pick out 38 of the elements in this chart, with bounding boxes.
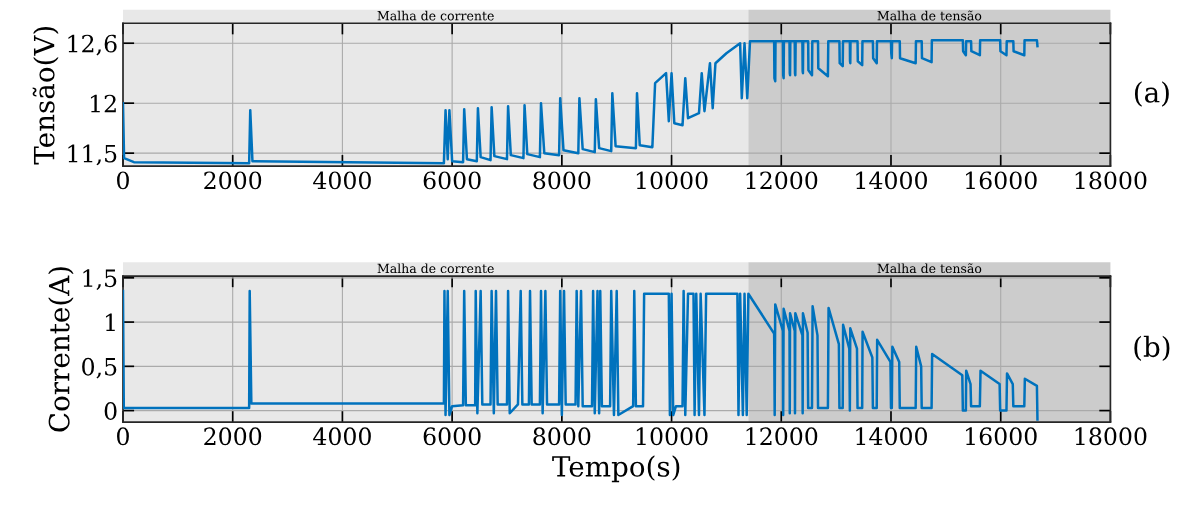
band-label: Malha de corrente — [377, 10, 494, 21]
y-tick-label: 1,5 — [83, 269, 117, 291]
x-tick-label: 14000 — [856, 427, 927, 446]
x-tick-label: 18000 — [1075, 171, 1147, 190]
x-tick-label: 6000 — [423, 427, 481, 446]
y-tick-label: 12 — [90, 94, 116, 113]
y-axis-title: Corrente(A) — [48, 267, 74, 432]
x-tick-label: 6000 — [423, 171, 481, 190]
x-tick-label: 0 — [117, 171, 129, 190]
band-label: Malha de tensão — [877, 263, 982, 274]
x-axis-title: Tempo(s) — [552, 455, 680, 483]
x-tick-label: 10000 — [636, 171, 708, 190]
text: (a) — [1134, 81, 1169, 107]
y-tick-label: 0,5 — [82, 357, 117, 379]
y-axis-title: Tensão(V) — [32, 26, 59, 165]
x-tick-label: 18000 — [1075, 427, 1147, 446]
y-tick-label: 12,6 — [68, 34, 117, 56]
x-tick-label: 2000 — [204, 171, 262, 190]
y-tick-label: 11,5 — [68, 144, 117, 166]
x-tick-label: 10000 — [636, 427, 708, 446]
line-series — [122, 38, 1039, 165]
x-tick-label: 16000 — [966, 171, 1037, 190]
x-tick-label: 14000 — [856, 171, 927, 190]
y-tick-label: 0 — [104, 402, 117, 420]
x-tick-label: 12000 — [746, 427, 818, 446]
band-label: Malha de corrente — [377, 263, 494, 274]
x-tick-label: 4000 — [313, 171, 371, 190]
x-tick-label: 2000 — [204, 427, 262, 446]
x-tick-label: 16000 — [966, 427, 1037, 446]
band-label: Malha de tensão — [877, 10, 982, 21]
x-tick-label: 8000 — [533, 171, 591, 190]
x-tick-label: 0 — [117, 427, 129, 446]
x-tick-label: 12000 — [746, 171, 818, 190]
line-series — [122, 289, 1039, 421]
x-tick-label: 4000 — [313, 427, 371, 446]
y-tick-label: 1 — [105, 313, 115, 332]
x-tick-label: 8000 — [533, 427, 591, 446]
text: (b) — [1134, 335, 1170, 362]
